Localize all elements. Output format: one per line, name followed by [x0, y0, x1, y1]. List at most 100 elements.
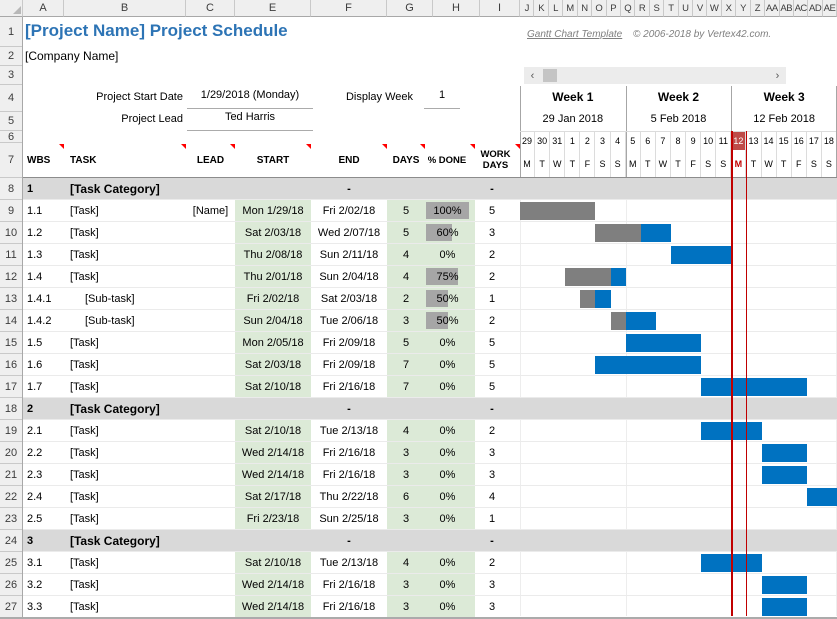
row-header-12[interactable]: 12 [0, 266, 22, 288]
cell-done[interactable]: 100% [433, 205, 462, 217]
cell-end[interactable]: - [347, 403, 351, 415]
day-letter-cell[interactable]: T [777, 150, 792, 177]
cell-done[interactable]: 0% [439, 579, 456, 591]
table-header-task[interactable]: TASK [70, 154, 97, 166]
day-letter-cell[interactable]: W [762, 150, 777, 177]
gantt-bar-remaining[interactable] [701, 378, 807, 396]
cell-workdays[interactable]: 2 [488, 249, 496, 261]
cell-workdays[interactable]: 2 [488, 557, 496, 569]
cell-wbs[interactable]: 1.3 [27, 249, 43, 261]
cell-workdays[interactable]: 2 [488, 425, 496, 437]
cell-done[interactable]: 0% [439, 601, 456, 613]
cell-end[interactable]: Tue 2/13/18 [319, 557, 379, 569]
row-header-7[interactable]: 7 [0, 143, 22, 178]
cell-workdays[interactable]: 5 [488, 337, 496, 349]
cell-task[interactable]: [Task] [70, 359, 99, 371]
cell-days[interactable]: 5 [402, 227, 410, 239]
row-header-5[interactable]: 5 [0, 112, 22, 131]
cell-task[interactable]: [Task] [70, 579, 99, 591]
column-header-AE[interactable]: AE [822, 0, 837, 17]
cell-end[interactable]: - [347, 183, 351, 195]
cell-days[interactable]: 4 [402, 271, 410, 283]
scroll-left-arrow-icon[interactable]: ‹ [524, 67, 541, 84]
column-header-V[interactable]: V [693, 0, 708, 17]
cell-done[interactable]: 60% [436, 227, 459, 239]
cell-task[interactable]: [Task] [70, 205, 99, 217]
gantt-bar-remaining[interactable] [625, 334, 702, 352]
cell-done[interactable]: 75% [436, 271, 459, 283]
cell-done[interactable]: 0% [439, 469, 456, 481]
gantt-bar-remaining[interactable] [761, 444, 807, 462]
column-header-F[interactable]: F [311, 0, 387, 17]
cell-task[interactable]: [Task Category] [70, 182, 160, 196]
day-number-cell[interactable]: 4 [611, 131, 626, 150]
cell-days[interactable]: 4 [402, 425, 410, 437]
cell-end[interactable]: Fri 2/16/18 [322, 601, 376, 613]
scroll-right-arrow-icon[interactable]: › [769, 67, 786, 84]
cell-end[interactable]: Tue 2/13/18 [319, 425, 379, 437]
cell-done[interactable]: 0% [439, 513, 456, 525]
column-header-AB[interactable]: AB [779, 0, 794, 17]
cell-wbs[interactable]: 1 [27, 183, 34, 195]
cell-days[interactable]: 3 [402, 513, 410, 525]
day-number-cell[interactable]: 11 [716, 131, 732, 150]
cell-wbs[interactable]: 3.3 [27, 601, 43, 613]
row-header-4[interactable]: 4 [0, 85, 22, 112]
gantt-bar-remaining[interactable] [595, 356, 702, 374]
day-letter-cell[interactable]: S [701, 150, 717, 177]
day-number-cell[interactable]: 6 [641, 131, 656, 150]
cell-task[interactable]: [Task] [70, 271, 99, 283]
cell-done[interactable]: 0% [439, 337, 456, 349]
row-header-18[interactable]: 18 [0, 398, 22, 420]
row-header-20[interactable]: 20 [0, 442, 22, 464]
row-header-19[interactable]: 19 [0, 420, 22, 442]
cell-task[interactable]: [Task] [70, 557, 99, 569]
cell-end[interactable]: Fri 2/16/18 [322, 381, 376, 393]
cell-workdays[interactable]: 4 [488, 491, 496, 503]
column-header-B[interactable]: B [64, 0, 186, 17]
cell-end[interactable]: Fri 2/09/18 [322, 337, 376, 349]
cell-workdays[interactable]: 5 [488, 381, 496, 393]
cell-days[interactable]: 3 [402, 579, 410, 591]
column-header-Z[interactable]: Z [750, 0, 766, 17]
cell-start[interactable]: Sat 2/10/18 [244, 425, 302, 437]
column-header-W[interactable]: W [707, 0, 722, 17]
gantt-bar-remaining[interactable] [670, 246, 732, 264]
cell-days[interactable]: 2 [402, 293, 410, 305]
row-header-23[interactable]: 23 [0, 508, 22, 530]
row-header-10[interactable]: 10 [0, 222, 22, 244]
gantt-bar-remaining[interactable] [806, 488, 837, 506]
day-number-cell[interactable]: 17 [807, 131, 822, 150]
cell-days[interactable]: 5 [402, 337, 410, 349]
day-letter-cell[interactable]: S [716, 150, 732, 177]
row-header-6[interactable]: 6 [0, 131, 22, 143]
cell-done[interactable]: 0% [439, 425, 456, 437]
day-letter-cell[interactable]: T [746, 150, 762, 177]
gantt-bar-done[interactable] [520, 202, 596, 220]
gantt-bar-done[interactable] [580, 290, 596, 308]
cell-start[interactable]: Thu 2/01/18 [243, 271, 303, 283]
cell-wbs[interactable]: 1.4.2 [27, 315, 52, 327]
column-header-N[interactable]: N [577, 0, 593, 17]
cell-task[interactable]: [Task] [70, 249, 99, 261]
day-number-cell[interactable]: 15 [777, 131, 792, 150]
cell-workdays[interactable]: 5 [488, 359, 496, 371]
row-header-27[interactable]: 27 [0, 596, 22, 618]
day-letter-cell[interactable]: T [565, 150, 581, 177]
cell-start[interactable]: Sat 2/10/18 [244, 557, 302, 569]
gantt-bar-done[interactable] [565, 268, 611, 286]
day-letter-cell[interactable]: M [626, 150, 641, 177]
category-row[interactable] [23, 530, 837, 552]
column-header-E[interactable]: E [235, 0, 311, 17]
gantt-bar-done[interactable] [610, 312, 626, 330]
table-header-days[interactable]: DAYS [392, 154, 420, 166]
cell-start[interactable]: Sat 2/03/18 [244, 359, 302, 371]
column-header-U[interactable]: U [678, 0, 694, 17]
cell-wbs[interactable]: 2.5 [27, 513, 43, 525]
cell-end[interactable]: Fri 2/16/18 [322, 579, 376, 591]
gantt-bar-remaining[interactable] [761, 598, 807, 616]
cell-days[interactable]: 7 [402, 359, 410, 371]
cell-workdays[interactable]: 3 [488, 579, 496, 591]
cell-start[interactable]: Wed 2/14/18 [241, 579, 305, 591]
gantt-bar-remaining[interactable] [640, 224, 671, 242]
